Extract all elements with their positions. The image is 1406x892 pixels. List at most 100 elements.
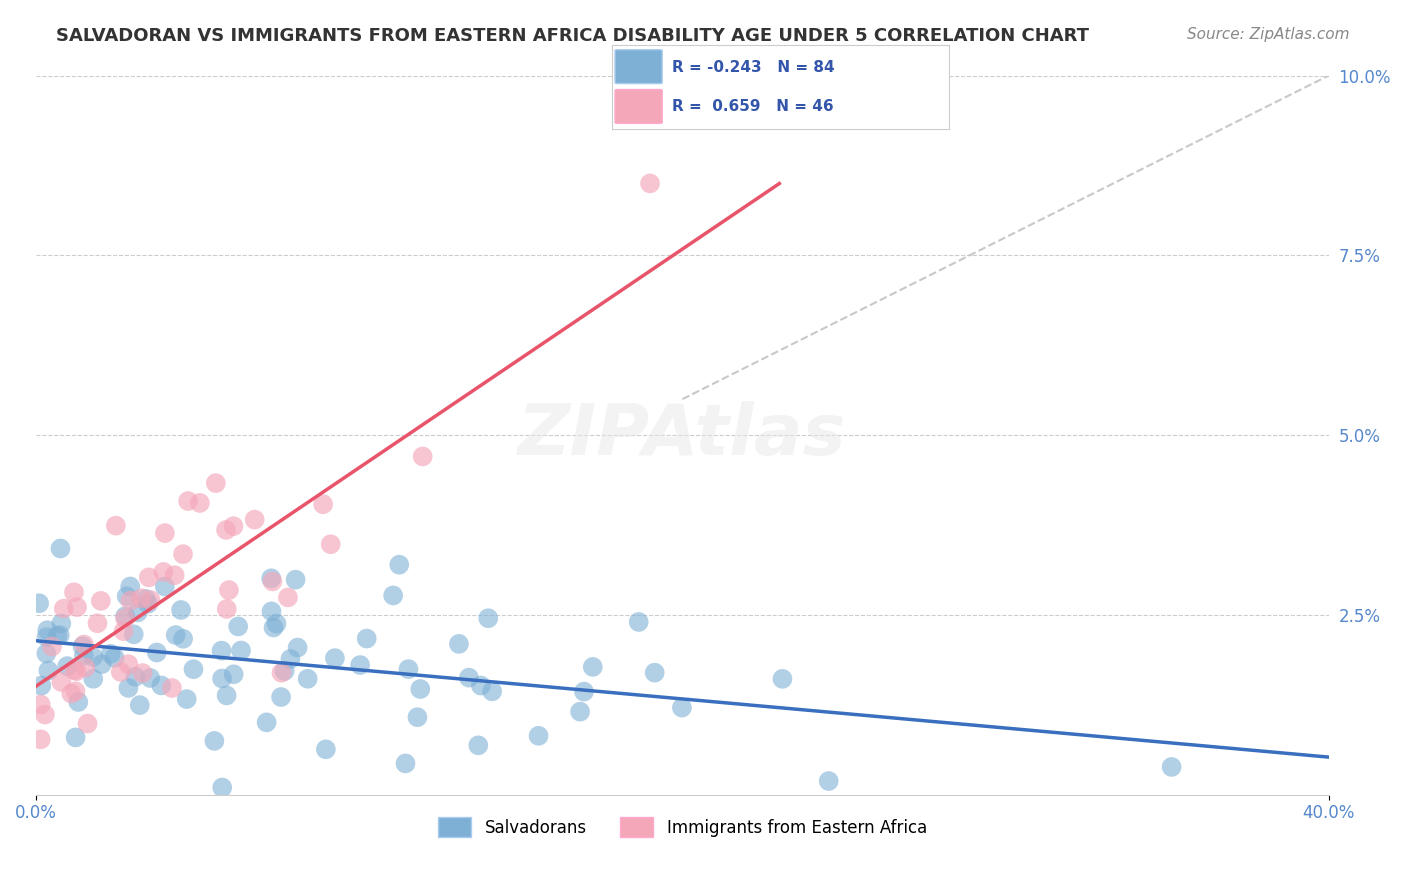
- Point: [150, 678, 173, 692]
- Point: [356, 632, 378, 646]
- Point: [481, 684, 503, 698]
- Point: [60, 686, 83, 700]
- Point: [120, 593, 142, 607]
- Point: [66, 600, 89, 615]
- Point: [35, 630, 58, 644]
- Point: [63, 585, 86, 599]
- Point: [49, 628, 72, 642]
- Point: [218, 582, 240, 597]
- Point: [56, 659, 79, 673]
- FancyBboxPatch shape: [614, 89, 662, 123]
- Point: [772, 672, 794, 686]
- Point: [477, 611, 499, 625]
- Point: [644, 665, 666, 680]
- Point: [72, 640, 94, 654]
- Point: [211, 780, 233, 795]
- Point: [104, 518, 127, 533]
- Point: [388, 558, 411, 572]
- Point: [406, 710, 429, 724]
- Point: [263, 620, 285, 634]
- Point: [183, 662, 205, 676]
- Point: [82, 649, 104, 664]
- Point: [394, 756, 416, 771]
- Point: [135, 591, 157, 606]
- Point: [176, 692, 198, 706]
- Point: [470, 679, 492, 693]
- Point: [152, 565, 174, 579]
- Point: [90, 594, 112, 608]
- Point: [277, 591, 299, 605]
- Point: [467, 739, 489, 753]
- Point: [323, 651, 346, 665]
- Point: [117, 657, 139, 672]
- Point: [51, 675, 73, 690]
- Point: [112, 624, 135, 639]
- Point: [127, 606, 149, 620]
- Point: [86, 616, 108, 631]
- Point: [41, 640, 63, 654]
- Point: [103, 650, 125, 665]
- Text: R =  0.659   N = 46: R = 0.659 N = 46: [672, 99, 834, 114]
- Point: [569, 705, 592, 719]
- Point: [46, 629, 69, 643]
- Point: [75, 660, 97, 674]
- Text: ZIPAtlas: ZIPAtlas: [517, 401, 846, 469]
- Point: [222, 519, 245, 533]
- Point: [527, 729, 550, 743]
- Point: [280, 652, 302, 666]
- Point: [110, 665, 132, 679]
- Point: [226, 619, 249, 633]
- Point: [572, 684, 595, 698]
- Point: [315, 742, 337, 756]
- Point: [312, 497, 335, 511]
- Point: [82, 672, 104, 686]
- Point: [153, 526, 176, 541]
- Point: [67, 695, 90, 709]
- Point: [128, 698, 150, 712]
- Point: [398, 662, 420, 676]
- Point: [30, 698, 52, 712]
- Text: Source: ZipAtlas.com: Source: ZipAtlas.com: [1187, 27, 1350, 42]
- Point: [76, 716, 98, 731]
- Point: [172, 547, 194, 561]
- Point: [229, 643, 252, 657]
- Point: [273, 664, 295, 678]
- Point: [188, 496, 211, 510]
- Point: [177, 494, 200, 508]
- Point: [65, 731, 87, 745]
- Point: [51, 616, 73, 631]
- Point: [260, 604, 283, 618]
- Point: [170, 603, 193, 617]
- Point: [458, 671, 481, 685]
- Point: [115, 589, 138, 603]
- Text: SALVADORAN VS IMMIGRANTS FROM EASTERN AFRICA DISABILITY AGE UNDER 5 CORRELATION : SALVADORAN VS IMMIGRANTS FROM EASTERN AF…: [56, 27, 1090, 45]
- Point: [409, 681, 432, 696]
- Point: [671, 700, 693, 714]
- Point: [117, 681, 139, 695]
- Point: [582, 660, 605, 674]
- Point: [30, 732, 52, 747]
- Point: [211, 643, 233, 657]
- Point: [139, 593, 162, 607]
- Point: [627, 615, 650, 629]
- Point: [349, 658, 371, 673]
- Point: [211, 672, 233, 686]
- Point: [412, 450, 434, 464]
- Point: [34, 707, 56, 722]
- Point: [287, 640, 309, 655]
- Point: [256, 715, 278, 730]
- FancyBboxPatch shape: [614, 50, 662, 84]
- Point: [63, 663, 86, 677]
- Point: [297, 672, 319, 686]
- Point: [222, 667, 245, 681]
- Point: [205, 476, 228, 491]
- Point: [270, 665, 292, 680]
- Point: [30, 679, 52, 693]
- Point: [172, 632, 194, 646]
- Point: [73, 638, 96, 652]
- Legend: Salvadorans, Immigrants from Eastern Africa: Salvadorans, Immigrants from Eastern Afr…: [432, 810, 934, 844]
- Point: [382, 589, 405, 603]
- Point: [37, 664, 59, 678]
- Point: [35, 647, 58, 661]
- Point: [52, 601, 75, 615]
